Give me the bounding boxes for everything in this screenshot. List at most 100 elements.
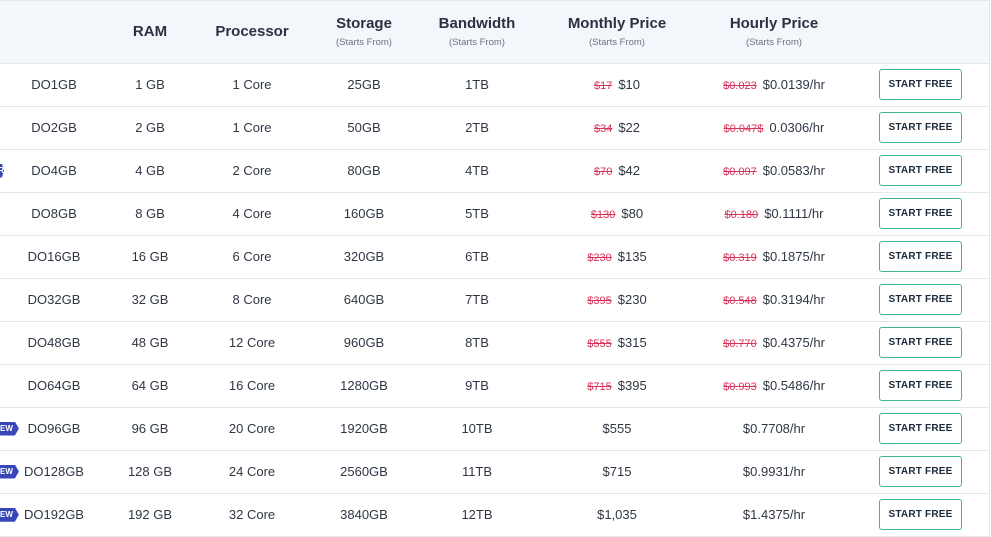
- hourly-price: $0.7708/hr: [742, 421, 806, 436]
- processor-value: 1 Core: [232, 77, 272, 92]
- bandwidth-value: 4TB: [465, 163, 489, 178]
- storage-value: 1280GB: [340, 378, 388, 393]
- bandwidth-value: 9TB: [465, 378, 489, 393]
- monthly-price-cell: $715 $395: [538, 363, 696, 407]
- bandwidth-value: 12TB: [461, 507, 493, 523]
- monthly-old-price: $130: [590, 209, 616, 221]
- plan-name: DO128GB: [24, 464, 84, 479]
- new-badge: EW: [0, 464, 19, 479]
- hourly-price-cell: $0.770 $0.4375/hr: [696, 320, 852, 364]
- processor-cell: 1 Core: [192, 105, 312, 149]
- monthly-price: $135: [617, 249, 647, 264]
- hourly-price: $0.1111/hr: [764, 206, 824, 221]
- hourly-old-price: $0.548: [723, 295, 757, 307]
- monthly-price-cell: $70 $42: [538, 148, 696, 192]
- hourly-old-price: $0.180: [724, 209, 759, 221]
- storage-cell: 50GB: [312, 105, 416, 149]
- bandwidth-value: 1TB: [465, 77, 489, 92]
- hourly-price: $0.1875/hr: [762, 249, 825, 264]
- hourly-old-price: $0.047$: [723, 123, 764, 135]
- ram-value: 64 GB: [131, 378, 169, 393]
- header-bandwidth-sub: (Starts From): [449, 37, 505, 49]
- header-storage: Storage (Starts From): [312, 1, 416, 63]
- header-bandwidth: Bandwidth (Starts From): [416, 1, 538, 63]
- hourly-old-price: $0.770: [723, 338, 757, 350]
- hourly-price-cell: $0.993 $0.5486/hr: [696, 363, 852, 407]
- new-badge: EW: [0, 421, 19, 436]
- monthly-price-cell: $715: [538, 449, 696, 493]
- action-cell: START FREE: [852, 191, 989, 235]
- start-free-button[interactable]: START FREE: [879, 198, 962, 229]
- hourly-price: 0.0306/hr: [769, 120, 825, 135]
- monthly-old-price: $17: [593, 80, 613, 92]
- storage-value: 80GB: [347, 163, 381, 178]
- action-cell: START FREE: [852, 62, 989, 106]
- storage-cell: 160GB: [312, 191, 416, 235]
- plan-name: DO32GB: [27, 292, 81, 307]
- ram-cell: 16 GB: [108, 234, 192, 278]
- processor-value: 4 Core: [232, 206, 272, 221]
- start-free-button[interactable]: START FREE: [879, 112, 962, 143]
- bandwidth-cell: 9TB: [416, 363, 538, 407]
- processor-cell: 12 Core: [192, 320, 312, 364]
- monthly-old-price: $230: [587, 252, 612, 264]
- monthly-price: $555: [602, 421, 632, 436]
- bandwidth-value: 6TB: [465, 249, 489, 264]
- processor-value: 16 Core: [228, 378, 276, 393]
- start-free-button[interactable]: START FREE: [879, 69, 962, 100]
- hourly-price: $0.3194/hr: [762, 292, 825, 307]
- ram-value: 192 GB: [127, 507, 173, 523]
- hourly-price: $0.4375/hr: [762, 335, 825, 350]
- hourly-price-cell: $0.9931/hr: [696, 449, 852, 493]
- monthly-price: $10: [618, 77, 641, 92]
- ram-cell: 64 GB: [108, 363, 192, 407]
- monthly-price: $395: [617, 378, 647, 393]
- start-free-button[interactable]: START FREE: [879, 327, 962, 358]
- processor-cell: 20 Core: [192, 406, 312, 450]
- bandwidth-cell: 6TB: [416, 234, 538, 278]
- bandwidth-cell: 8TB: [416, 320, 538, 364]
- header-hourly-price: Hourly Price (Starts From): [696, 1, 852, 63]
- processor-cell: 2 Core: [192, 148, 312, 192]
- start-free-button[interactable]: START FREE: [879, 413, 962, 444]
- action-cell: START FREE: [852, 277, 989, 321]
- bandwidth-value: 8TB: [465, 335, 489, 350]
- ram-cell: 4 GB: [108, 148, 192, 192]
- hourly-price-cell: $0.319 $0.1875/hr: [696, 234, 852, 278]
- start-free-button[interactable]: START FREE: [879, 284, 962, 315]
- bandwidth-cell: 11TB: [416, 449, 538, 493]
- monthly-price-cell: $34 $22: [538, 105, 696, 149]
- plan-name-cell: EW DO96GB: [0, 406, 108, 450]
- hourly-old-price: $0.319: [723, 252, 757, 264]
- plan-name: DO96GB: [27, 421, 81, 436]
- storage-value: 640GB: [343, 292, 385, 307]
- hourly-price-cell: $0.180 $0.1111/hr: [696, 191, 852, 235]
- table-row: DO1GB 1 GB 1 Core 25GB 1TB $17 $10 $0.023 $0.013…: [0, 62, 989, 106]
- storage-cell: 2560GB: [312, 449, 416, 493]
- header-processor: Processor: [215, 23, 289, 41]
- start-free-button[interactable]: START FREE: [879, 499, 962, 531]
- plan-name-cell: DO2GB: [0, 105, 108, 149]
- table-row: EW DO96GB 96 GB 20 Core 1920GB 10TB $555 $0.770…: [0, 406, 989, 450]
- processor-cell: 1 Core: [192, 62, 312, 106]
- start-free-button[interactable]: START FREE: [879, 241, 962, 272]
- plan-name-cell: EW DO192GB: [0, 492, 108, 536]
- processor-value: 32 Core: [228, 507, 276, 523]
- hourly-price-cell: $0.047$ 0.0306/hr: [696, 105, 852, 149]
- processor-value: 6 Core: [232, 249, 272, 264]
- start-free-button[interactable]: START FREE: [879, 370, 962, 401]
- start-free-button[interactable]: START FREE: [879, 155, 962, 186]
- plan-name: DO2GB: [31, 120, 77, 135]
- processor-value: 20 Core: [228, 421, 276, 436]
- bandwidth-cell: 5TB: [416, 191, 538, 235]
- monthly-price: $22: [618, 120, 641, 135]
- ram-cell: 32 GB: [108, 277, 192, 321]
- monthly-price: $80: [621, 206, 644, 221]
- start-free-button[interactable]: START FREE: [879, 456, 962, 487]
- monthly-price-cell: $230 $135: [538, 234, 696, 278]
- hourly-price: $0.9931/hr: [742, 464, 806, 479]
- storage-value: 50GB: [347, 120, 381, 135]
- plan-name: DO8GB: [31, 206, 77, 221]
- storage-cell: 1280GB: [312, 363, 416, 407]
